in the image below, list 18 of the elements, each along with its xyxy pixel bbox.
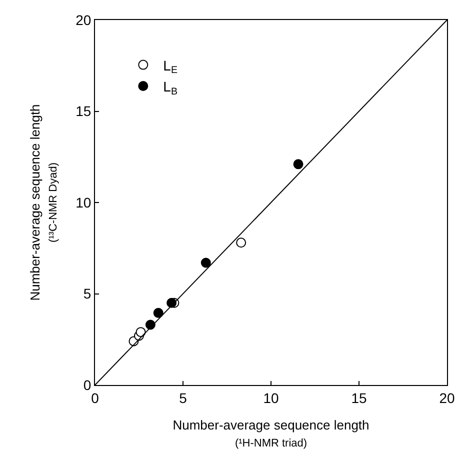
point: [236, 238, 246, 248]
x-axis-title: Number-average sequence length (¹H-NMR triad): [172, 417, 370, 450]
point: [153, 308, 164, 318]
x-tick-label: 5: [179, 390, 188, 406]
legend-label: L$_{E}$: [163, 57, 178, 76]
x-tick-label: 15: [351, 390, 367, 406]
y-tick-label: 10: [76, 194, 92, 210]
legend-label: L$_{B}$: [163, 78, 178, 98]
y-axis-title: Number-average sequence length (¹³C-NMR Dyad): [28, 104, 60, 301]
y-tick-label: 0: [83, 376, 92, 393]
point: [293, 159, 304, 170]
point: [136, 327, 146, 338]
y-tick-label: 20: [76, 12, 92, 28]
x-tick-label: 20: [439, 390, 455, 406]
point: [200, 258, 211, 268]
y-tick-label: 15: [76, 103, 92, 120]
y-tick-label: 5: [83, 286, 92, 302]
x-tick-label: 10: [263, 390, 279, 406]
